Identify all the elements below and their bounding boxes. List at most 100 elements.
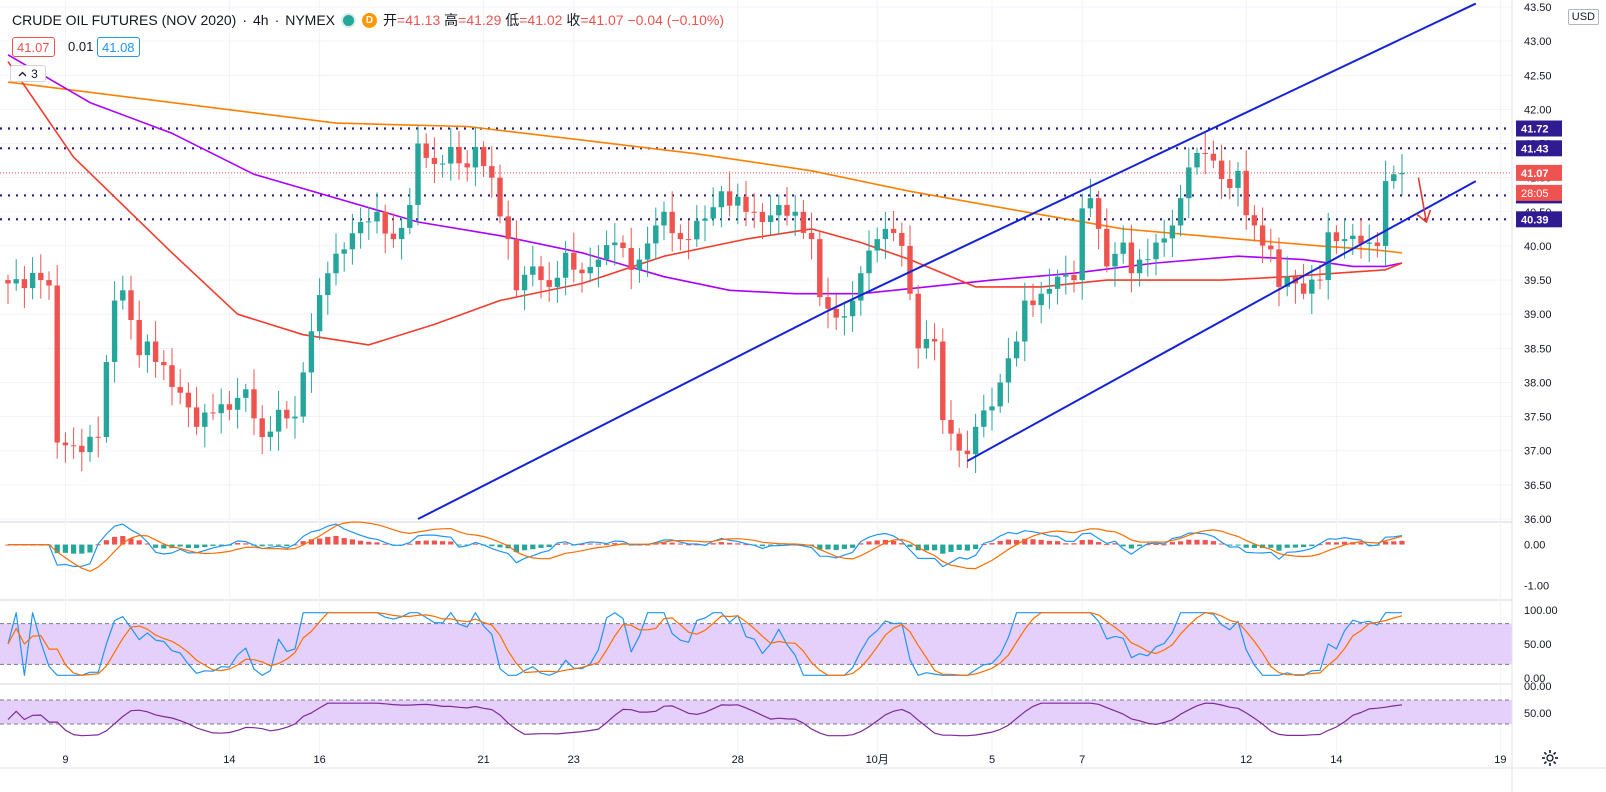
candle-body — [226, 404, 233, 410]
macd-histogram-bar — [103, 540, 109, 545]
candle-body — [366, 221, 372, 223]
macd-histogram-bar — [62, 544, 68, 553]
time-tick-label: 21 — [477, 754, 489, 766]
candle-body — [349, 233, 356, 250]
candle-body — [710, 207, 716, 219]
time-tick-label: 19 — [1494, 754, 1506, 766]
candle-body — [325, 273, 331, 296]
macd-histogram-bar — [382, 543, 388, 545]
candle-body — [743, 196, 749, 212]
candle-body — [1210, 153, 1217, 161]
candle-body — [595, 259, 602, 267]
candle-body — [251, 389, 257, 419]
candle-body — [1333, 232, 1340, 242]
time-tick-label: 5 — [989, 754, 995, 766]
macd-histogram-bar — [677, 543, 683, 545]
macd-histogram-bar — [1087, 539, 1093, 545]
macd-histogram-bar — [833, 544, 839, 551]
macd-histogram-bar — [595, 543, 601, 545]
candle-body — [899, 232, 905, 246]
candle-body — [981, 410, 987, 427]
candle-body — [989, 406, 995, 411]
candle-body — [1227, 178, 1233, 188]
spread-value: 0.01 — [68, 39, 94, 54]
candle-body — [1153, 242, 1159, 260]
candle-body — [579, 269, 585, 274]
macd-histogram-bar — [1096, 542, 1102, 545]
macd-histogram-bar — [735, 543, 741, 545]
macd-histogram-bar — [768, 544, 774, 546]
macd-histogram-bar — [989, 543, 995, 545]
macd-histogram-bar — [907, 544, 913, 547]
candle-body — [767, 215, 774, 223]
moving-averages — [7, 54, 1403, 346]
macd-histogram-bar — [850, 544, 856, 548]
candle-body — [956, 433, 962, 451]
macd-histogram-bar — [120, 536, 126, 545]
candle-body — [718, 191, 725, 208]
macd-histogram-bar — [718, 542, 724, 545]
candle-body — [177, 387, 183, 393]
candle-body — [587, 266, 593, 274]
level-price-label: 41.72 — [1521, 124, 1549, 136]
candle-body — [1202, 152, 1208, 154]
macd-histogram-bar — [554, 543, 560, 545]
candle-body — [1054, 276, 1061, 289]
candle-body — [1079, 208, 1085, 281]
candle-body — [1350, 235, 1356, 240]
high-value: =41.29 — [458, 12, 502, 28]
ma-purple-line — [7, 54, 1403, 295]
candle-body — [38, 272, 44, 281]
candle-body — [398, 227, 405, 240]
candle-body — [439, 163, 446, 165]
candle-body — [1276, 249, 1282, 287]
candle-body — [1382, 181, 1389, 246]
candle-body — [817, 239, 823, 298]
candle-body — [882, 228, 889, 240]
indicators-toggle-button[interactable]: 3 — [10, 65, 46, 82]
currency-label[interactable]: USD — [1567, 9, 1599, 25]
macd-histogram-bar — [1325, 542, 1331, 545]
candle-body — [1013, 341, 1020, 359]
macd-histogram-bar — [1268, 544, 1274, 548]
candle-body — [776, 204, 782, 216]
candle-body — [1268, 245, 1274, 250]
open-value: =41.13 — [397, 12, 441, 28]
candle-body — [267, 431, 274, 438]
trend-channel[interactable] — [417, 2, 1477, 520]
candle-body — [653, 225, 659, 244]
macd-histogram-bar — [374, 542, 380, 545]
arrow-down-icon — [1417, 177, 1428, 223]
candle-body — [136, 319, 142, 356]
macd-histogram-bar — [1137, 544, 1143, 547]
interval-label[interactable]: 4h — [252, 12, 269, 28]
macd-histogram-bar — [185, 544, 191, 549]
candle-body — [29, 272, 36, 289]
symbol-title[interactable]: CRUDE OIL FUTURES (NOV 2020) — [12, 12, 237, 28]
market-status-icon[interactable] — [341, 12, 357, 28]
candle-body — [1038, 293, 1044, 306]
candle-body — [1112, 253, 1118, 267]
delayed-data-icon[interactable]: D — [362, 12, 378, 28]
macd-histogram-bar — [1399, 540, 1405, 545]
macd-histogram-bar — [333, 535, 339, 545]
gear-icon[interactable] — [1540, 748, 1560, 768]
candle-body — [1104, 228, 1110, 267]
macd-histogram-bar — [1104, 544, 1110, 546]
countdown-tag — [1516, 184, 1562, 201]
macd-histogram-bar — [1292, 544, 1298, 548]
candle-body — [915, 293, 921, 349]
chevron-up-icon — [18, 71, 27, 76]
candle-body — [152, 341, 159, 362]
macd-histogram-bar — [1005, 539, 1011, 545]
candle-body — [128, 290, 134, 320]
candle-body — [1309, 279, 1315, 294]
candle-body — [341, 249, 347, 254]
buy-price-button[interactable]: 41.08 — [97, 37, 140, 57]
macd-histogram-bar — [325, 536, 331, 545]
channel-line-left — [417, 309, 829, 520]
level-price-tag — [1516, 140, 1562, 157]
sell-price-button[interactable]: 41.07 — [12, 37, 55, 57]
